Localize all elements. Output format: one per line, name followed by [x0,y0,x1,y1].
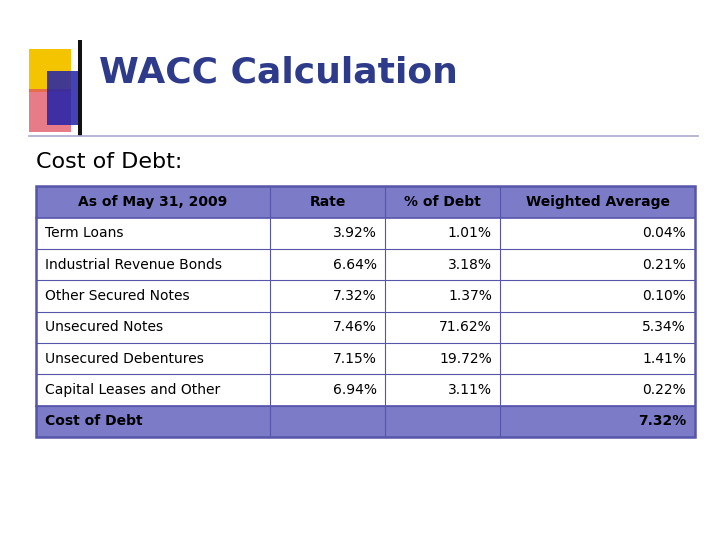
Text: Capital Leases and Other: Capital Leases and Other [45,383,220,397]
Text: 5.34%: 5.34% [642,320,686,334]
Text: 7.46%: 7.46% [333,320,377,334]
Text: 19.72%: 19.72% [439,352,492,366]
Text: 71.62%: 71.62% [439,320,492,334]
Text: 7.15%: 7.15% [333,352,377,366]
Text: 3.92%: 3.92% [333,226,377,240]
Text: WACC Calculation: WACC Calculation [99,56,458,90]
Text: 3.11%: 3.11% [448,383,492,397]
Text: 6.64%: 6.64% [333,258,377,272]
Text: Industrial Revenue Bonds: Industrial Revenue Bonds [45,258,222,272]
Text: 7.32%: 7.32% [333,289,377,303]
Text: 1.37%: 1.37% [448,289,492,303]
Text: Rate: Rate [310,195,346,209]
Text: 3.18%: 3.18% [448,258,492,272]
Text: Weighted Average: Weighted Average [526,195,670,209]
Text: Unsecured Notes: Unsecured Notes [45,320,163,334]
Text: 1.41%: 1.41% [642,352,686,366]
Text: As of May 31, 2009: As of May 31, 2009 [78,195,228,209]
Text: Unsecured Debentures: Unsecured Debentures [45,352,204,366]
Text: 0.10%: 0.10% [642,289,686,303]
Text: 0.21%: 0.21% [642,258,686,272]
Text: 7.32%: 7.32% [638,414,686,428]
Text: 6.94%: 6.94% [333,383,377,397]
Text: Other Secured Notes: Other Secured Notes [45,289,189,303]
Text: Cost of Debt:: Cost of Debt: [36,152,182,172]
Text: Cost of Debt: Cost of Debt [45,414,143,428]
Text: % of Debt: % of Debt [405,195,481,209]
Text: Term Loans: Term Loans [45,226,123,240]
Text: 1.01%: 1.01% [448,226,492,240]
Text: 0.04%: 0.04% [642,226,686,240]
Text: 0.22%: 0.22% [642,383,686,397]
